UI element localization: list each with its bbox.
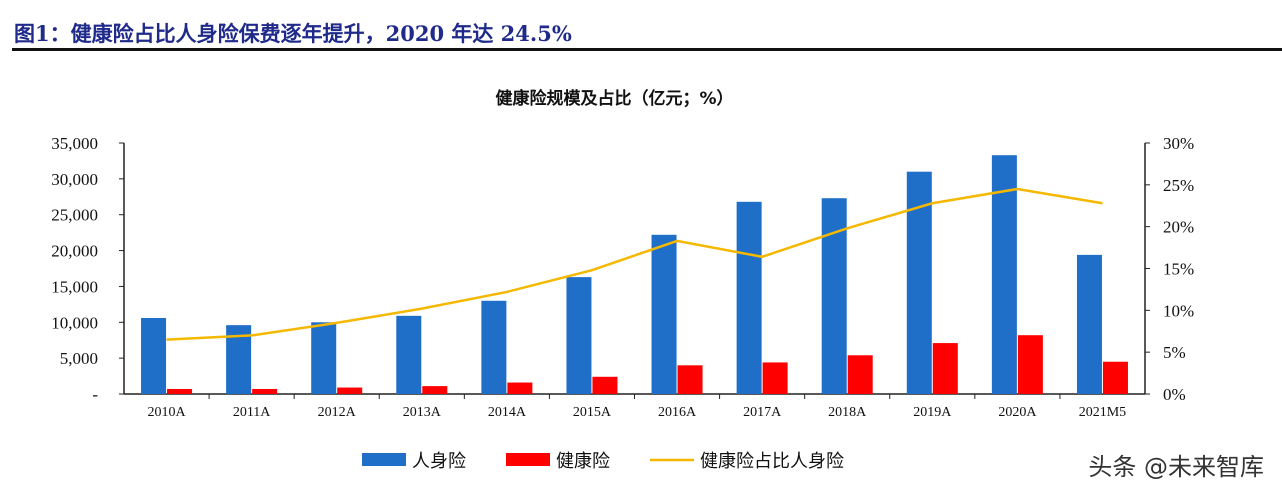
right-tick-label: 20% (1163, 218, 1194, 237)
legend-label: 健康险 (556, 451, 610, 472)
x-tick-label: 2013A (403, 405, 442, 420)
left-tick-label: 5,000 (60, 349, 98, 368)
right-tick-label: 10% (1163, 301, 1194, 320)
left-tick-label: 35,000 (51, 134, 98, 153)
x-tick-label: 2011A (233, 405, 271, 420)
bar-健康险 (762, 362, 788, 394)
bar-健康险 (847, 355, 873, 394)
x-tick-label: 2021M5 (1079, 405, 1126, 420)
bar-人身险 (1076, 254, 1102, 394)
bar-人身险 (141, 317, 167, 394)
legend-swatch (506, 453, 550, 466)
x-tick-label: 2018A (828, 405, 867, 420)
bar-健康险 (592, 376, 618, 394)
bar-人身险 (821, 198, 847, 394)
chart-title: 健康险规模及占比（亿元；%） (495, 88, 733, 109)
bar-人身险 (736, 201, 762, 394)
right-tick-label: 30% (1163, 134, 1194, 153)
x-tick-label: 2017A (743, 405, 782, 420)
x-tick-label: 2019A (913, 405, 952, 420)
watermark: 头条 @未来智库 (1088, 453, 1264, 481)
bar-人身险 (396, 315, 422, 394)
bar-健康险 (932, 343, 958, 394)
bar-人身险 (481, 300, 507, 394)
line-健康险占比人身险 (166, 187, 1103, 341)
left-tick-label: 10,000 (51, 313, 98, 332)
bar-健康险 (1102, 361, 1128, 394)
bar-健康险 (167, 388, 193, 394)
right-tick-label: 15% (1163, 260, 1194, 279)
legend-label: 人身险 (412, 451, 466, 472)
bar-健康险 (422, 386, 448, 394)
x-tick-label: 2010A (147, 405, 186, 420)
left-tick-label: - (92, 385, 98, 404)
left-tick-label: 25,000 (51, 206, 98, 225)
bar-人身险 (991, 155, 1017, 394)
right-tick-label: 0% (1163, 385, 1186, 404)
x-tick-label: 2020A (998, 405, 1037, 420)
left-tick-label: 15,000 (51, 277, 98, 296)
bar-健康险 (507, 382, 533, 394)
right-tick-label: 25% (1163, 176, 1194, 195)
bar-人身险 (566, 277, 592, 394)
left-tick-label: 30,000 (51, 170, 98, 189)
x-tick-label: 2016A (658, 405, 697, 420)
x-tick-label: 2015A (573, 405, 612, 420)
title-divider (12, 48, 1282, 51)
bar-健康险 (1017, 335, 1043, 394)
bar-人身险 (651, 234, 677, 394)
bar-健康险 (252, 388, 278, 394)
right-tick-label: 5% (1163, 343, 1186, 362)
bar-健康险 (337, 387, 363, 394)
legend-label: 健康险占比人身险 (700, 451, 844, 472)
x-tick-label: 2014A (488, 405, 527, 420)
figure-title: 图1：健康险占比人身险保费逐年提升，2020 年达 24.5% (14, 21, 572, 46)
left-tick-label: 20,000 (51, 242, 98, 261)
legend-swatch (362, 453, 406, 466)
bar-健康险 (677, 365, 703, 394)
bar-人身险 (311, 322, 337, 394)
x-tick-label: 2012A (318, 405, 357, 420)
